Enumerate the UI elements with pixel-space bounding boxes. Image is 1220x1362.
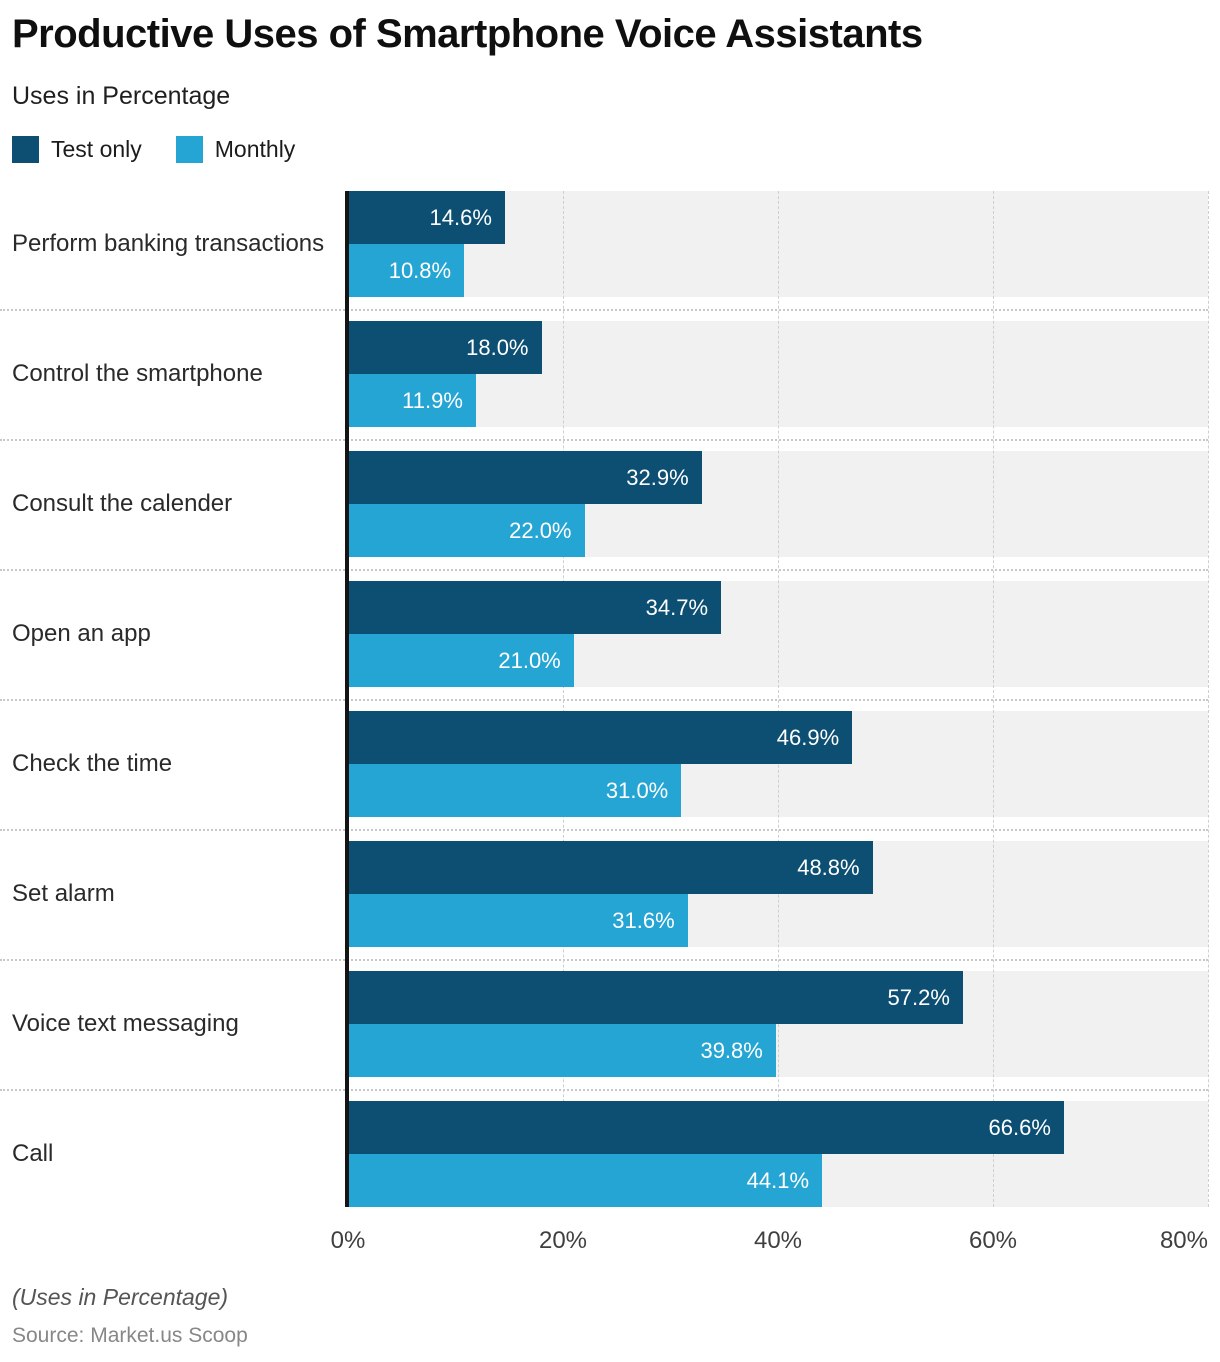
bar-test-only: 57.2% — [348, 971, 963, 1024]
row-plot-band: 66.6% 44.1% — [348, 1101, 1208, 1207]
legend-item-monthly: Monthly — [175, 136, 296, 163]
row-separator — [0, 439, 1208, 441]
category-row: Control the smartphone 18.0% 11.9% — [0, 321, 1220, 451]
bar-value-label: 44.1% — [746, 1167, 810, 1193]
x-axis-tick-label: 0% — [330, 1227, 366, 1254]
bar-value-label: 22.0% — [509, 517, 572, 543]
category-label: Perform banking transactions — [12, 230, 325, 257]
row-separator — [0, 829, 1208, 831]
category-row: Perform banking transactions 14.6% 10.8% — [0, 191, 1220, 321]
category-label: Consult the calender — [12, 490, 233, 517]
bar-value-label: 11.9% — [402, 387, 463, 413]
legend-label: Test only — [51, 136, 142, 162]
bar-value-label: 57.2% — [887, 984, 950, 1010]
row-separator — [0, 699, 1208, 701]
row-separator — [0, 569, 1208, 571]
legend: Test only Monthly — [12, 136, 295, 163]
bar-value-label: 31.6% — [612, 907, 675, 933]
x-axis-tick-label: 20% — [538, 1227, 588, 1254]
row-plot-band: 34.7% 21.0% — [348, 581, 1208, 687]
chart-subtitle: Uses in Percentage — [12, 82, 231, 110]
bar-value-label: 48.8% — [797, 854, 860, 880]
bar-value-label: 18.0% — [466, 334, 529, 360]
x-axis-tick-label: 40% — [753, 1227, 803, 1254]
bar-test-only: 48.8% — [348, 841, 873, 894]
row-plot-band: 14.6% 10.8% — [348, 191, 1208, 297]
bar-monthly: 31.0% — [348, 764, 682, 817]
category-label: Call — [12, 1140, 54, 1167]
category-label: Set alarm — [12, 880, 115, 907]
category-row: Set alarm 48.8% 31.6% — [0, 841, 1220, 971]
bar-value-label: 21.0% — [498, 647, 561, 673]
bar-test-only: 18.0% — [348, 321, 542, 374]
row-separator — [0, 309, 1208, 311]
category-row: Consult the calender 32.9% 22.0% — [0, 451, 1220, 581]
bar-monthly: 11.9% — [348, 374, 476, 427]
chart-title: Productive Uses of Smartphone Voice Assi… — [12, 12, 923, 56]
category-row: Check the time 46.9% 31.0% — [0, 711, 1220, 841]
source-credit: Source: Market.us Scoop — [12, 1324, 248, 1347]
bar-value-label: 14.6% — [429, 204, 492, 230]
row-separator — [0, 1089, 1208, 1091]
category-label: Check the time — [12, 750, 173, 777]
bar-test-only: 46.9% — [348, 711, 853, 764]
bar-monthly: 31.6% — [348, 894, 688, 947]
bar-test-only: 66.6% — [348, 1101, 1064, 1154]
bar-chart: Perform banking transactions 14.6% 10.8% Co… — [0, 191, 1220, 1254]
legend-swatch-icon — [175, 136, 203, 163]
row-separator — [0, 959, 1208, 961]
bar-monthly: 21.0% — [348, 634, 574, 687]
y-axis-line — [345, 191, 349, 1207]
bar-value-label: 31.0% — [605, 777, 669, 803]
bar-value-label: 66.6% — [988, 1114, 1051, 1140]
bar-monthly: 22.0% — [348, 504, 585, 557]
legend-item-test-only: Test only — [12, 136, 142, 163]
category-row: Voice text messaging 57.2% 39.8% — [0, 971, 1220, 1101]
row-plot-band: 48.8% 31.6% — [348, 841, 1208, 947]
bar-monthly: 44.1% — [348, 1154, 823, 1207]
x-axis-tick-label: 80% — [1159, 1227, 1208, 1254]
bar-test-only: 14.6% — [348, 191, 505, 244]
row-plot-band: 18.0% 11.9% — [348, 321, 1208, 427]
footnote: (Uses in Percentage) — [12, 1284, 229, 1310]
x-axis: 0% 20% 40% 60% 80% — [331, 1227, 1208, 1267]
category-row: Call 66.6% 44.1% — [0, 1101, 1220, 1231]
bar-test-only: 34.7% — [348, 581, 722, 634]
bar-monthly: 39.8% — [348, 1024, 776, 1077]
category-label: Control the smartphone — [12, 360, 263, 387]
bar-value-label: 34.7% — [645, 594, 709, 620]
chart-rows: Perform banking transactions 14.6% 10.8% Co… — [0, 191, 1220, 1231]
bar-test-only: 32.9% — [348, 451, 702, 504]
legend-swatch-icon — [12, 136, 39, 163]
bar-value-label: 32.9% — [626, 464, 689, 490]
bar-monthly: 10.8% — [348, 244, 465, 297]
row-plot-band: 32.9% 22.0% — [348, 451, 1208, 557]
legend-label: Monthly — [214, 136, 296, 162]
x-axis-tick-label: 60% — [968, 1227, 1018, 1254]
category-label: Voice text messaging — [12, 1010, 239, 1037]
row-plot-band: 57.2% 39.8% — [348, 971, 1208, 1077]
category-label: Open an app — [12, 620, 151, 647]
bar-value-label: 10.8% — [388, 257, 452, 283]
category-row: Open an app 34.7% 21.0% — [0, 581, 1220, 711]
bar-value-label: 39.8% — [700, 1037, 763, 1063]
bar-value-label: 46.9% — [776, 724, 840, 750]
row-plot-band: 46.9% 31.0% — [348, 711, 1208, 817]
